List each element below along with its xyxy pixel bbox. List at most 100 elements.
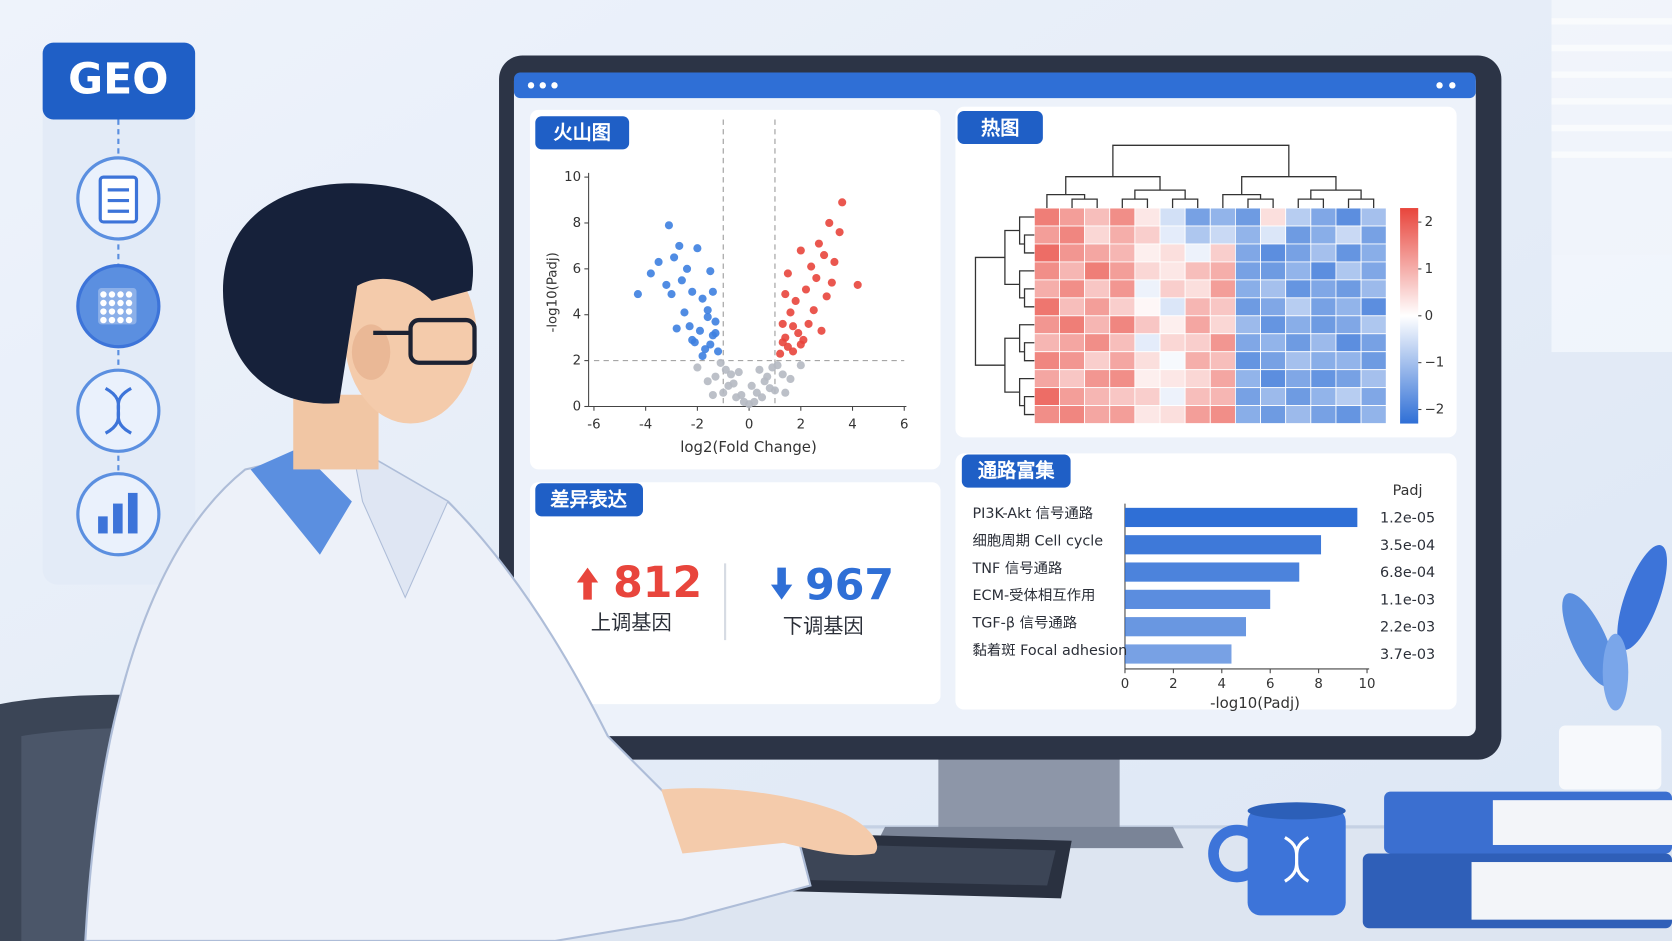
heatmap-cell <box>1285 351 1312 371</box>
point <box>825 218 834 228</box>
point <box>672 324 681 333</box>
point <box>776 349 785 358</box>
heatmap-cell <box>1285 315 1312 335</box>
point <box>783 269 792 278</box>
heatmap-cell <box>1084 225 1111 245</box>
point <box>755 365 764 374</box>
heatmap-cell <box>1260 297 1287 317</box>
card-title: 热图 <box>981 117 1019 140</box>
heatmap-cell <box>1159 225 1186 245</box>
heatmap-cell <box>1134 297 1161 317</box>
heatmap-cell <box>1109 369 1136 389</box>
heatmap-cell <box>1084 297 1111 317</box>
heatmap-cell <box>1310 243 1337 263</box>
point <box>675 241 684 250</box>
point <box>698 351 707 361</box>
point <box>817 326 826 335</box>
heatmap-cell <box>1134 387 1161 407</box>
x-tick-label: -2 <box>691 418 704 433</box>
heatmap-cell <box>1310 315 1337 335</box>
down-arrow <box>770 567 793 600</box>
point <box>688 287 697 296</box>
heatmap-cell <box>1134 243 1161 263</box>
x-tick-label: 6 <box>1266 677 1274 692</box>
padj-header: Padj <box>1393 483 1423 499</box>
heatmap-cell <box>1335 387 1362 407</box>
heatmap-cell <box>1084 243 1111 263</box>
heatmap-cell <box>1360 279 1387 299</box>
point <box>763 372 772 381</box>
point <box>835 228 844 237</box>
heatmap-cell <box>1084 207 1111 227</box>
point <box>703 306 712 315</box>
point <box>853 280 862 289</box>
heatmap-cell <box>1184 225 1211 245</box>
heatmap-cell <box>1184 405 1211 424</box>
heatmap-cell <box>1285 387 1312 407</box>
heatmap-cell <box>1234 261 1261 281</box>
card-title: 通路富集 <box>978 459 1056 482</box>
heatmap-cell <box>1084 351 1111 371</box>
point <box>667 290 676 299</box>
heatmap-cell <box>1109 243 1136 263</box>
heatmap-cell <box>1159 369 1186 389</box>
heatmap-cell <box>1234 297 1261 317</box>
point <box>781 388 790 397</box>
window-blinds <box>1551 0 1672 353</box>
heatmap-cell <box>1285 279 1312 299</box>
heatmap-cell <box>1159 243 1186 263</box>
point <box>770 386 780 395</box>
heatmap-cell <box>1184 297 1211 317</box>
heatmap-cell <box>1134 315 1161 335</box>
point <box>719 388 728 397</box>
heatmap-cell <box>1360 243 1387 263</box>
heatmap-cell <box>1209 297 1236 317</box>
heatmap-cell <box>1033 351 1060 371</box>
point <box>796 361 805 370</box>
y-tick-label: 2 <box>573 354 581 369</box>
heatmap-cell <box>1109 405 1136 424</box>
heatmap-cell <box>1184 351 1211 371</box>
x-tick-label: 2 <box>797 418 805 433</box>
point <box>789 322 798 331</box>
pathway-card: 通路富集 Padj -log10(Padj) <box>955 453 1457 712</box>
point <box>714 347 723 356</box>
point <box>693 244 702 253</box>
heatmap-cell <box>1335 243 1362 263</box>
heatmap-cell <box>1260 369 1287 389</box>
heatmap-cell <box>1260 315 1287 335</box>
heatmap-cell <box>1285 207 1312 227</box>
point <box>716 358 725 367</box>
plant <box>1558 545 1667 790</box>
geo-badge <box>42 42 196 120</box>
point <box>706 267 715 276</box>
heatmap-cell <box>1234 351 1261 371</box>
sidebar: GEO <box>42 42 196 585</box>
heatmap-cell <box>1360 369 1387 389</box>
padj-label: 3.5e-04 <box>1380 538 1435 554</box>
heatmap-cell <box>1310 279 1337 299</box>
bar <box>1124 562 1300 582</box>
point <box>677 276 686 285</box>
point <box>757 393 767 402</box>
heatmap-cell <box>1285 243 1312 263</box>
heatmap-cell <box>1234 369 1261 389</box>
heatmap-cell <box>1184 261 1211 281</box>
x-tick-label: 4 <box>1218 677 1226 692</box>
x-tick-label: 0 <box>745 418 753 433</box>
heatmap-cell <box>1059 243 1086 263</box>
down-label: 下调基因 <box>783 614 864 638</box>
heatmap-cell <box>1033 225 1060 245</box>
bar <box>1124 589 1271 609</box>
up-arrow <box>576 567 599 600</box>
heatmap-cell <box>1159 261 1186 281</box>
point <box>814 239 823 248</box>
category-label: TGF-β 信号通路 <box>971 614 1077 631</box>
point <box>786 308 795 317</box>
point <box>796 340 805 349</box>
padj-label: 3.7e-03 <box>1380 647 1435 663</box>
heatmap-cell <box>1159 333 1186 353</box>
heatmap-cell <box>1310 369 1337 389</box>
point <box>827 278 836 287</box>
